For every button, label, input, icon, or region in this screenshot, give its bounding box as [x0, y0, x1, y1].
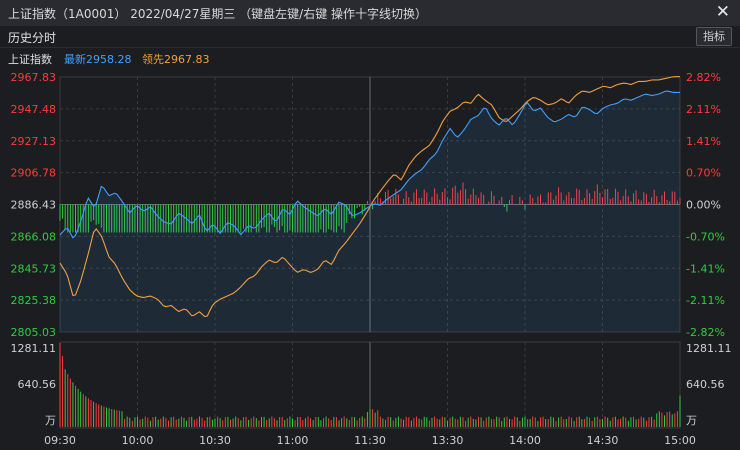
y-tick-right: -2.11% [686, 294, 725, 307]
toolbar: 历史分时 指标 [0, 26, 740, 48]
series-line-leading [59, 76, 680, 318]
volume-unit-left: 万 [45, 414, 56, 427]
x-tick-label: 15:00 [664, 434, 696, 447]
indicator-button[interactable]: 指标 [696, 27, 732, 46]
legend-latest: 最新2958.28 [64, 53, 132, 66]
y-tick-left: 2866.08 [11, 230, 57, 243]
y-tick-right: 0.00% [686, 199, 721, 212]
y-tick-left: 2967.83 [11, 71, 57, 84]
y-tick-right: 2.11% [686, 103, 721, 116]
y-tick-left: 2906.78 [11, 167, 57, 180]
legend-leading: 领先2967.83 [142, 53, 210, 66]
y-tick-left: 2947.48 [11, 103, 57, 116]
volume-tick-left: 640.56 [18, 378, 57, 391]
volume-tick-left: 1281.11 [11, 342, 57, 355]
y-tick-right: -0.70% [686, 230, 725, 243]
volume-tick-right: 640.56 [686, 378, 725, 391]
y-tick-left: 2805.03 [11, 326, 57, 339]
volume-unit-right: 万 [686, 414, 697, 427]
x-tick-label: 13:30 [432, 434, 464, 447]
x-tick-label: 14:30 [587, 434, 619, 447]
y-tick-left: 2825.38 [11, 294, 57, 307]
series-line-latest [59, 90, 680, 239]
y-tick-left: 2845.73 [11, 262, 57, 275]
x-tick-label: 14:00 [509, 434, 541, 447]
volume-tick-right: 1281.11 [686, 342, 732, 355]
y-tick-right: 1.41% [686, 135, 721, 148]
x-tick-label: 09:30 [44, 434, 76, 447]
x-tick-label: 11:30 [354, 434, 386, 447]
window-title: 上证指数（1A0001） 2022/04/27星期三 （键盘左键/右键 操作十字… [8, 7, 428, 21]
y-tick-right: 2.82% [686, 71, 721, 84]
y-tick-left: 2927.13 [11, 135, 57, 148]
close-icon[interactable]: ✕ [715, 2, 730, 22]
y-tick-right: -1.41% [686, 262, 725, 275]
y-tick-right: -2.82% [686, 326, 725, 339]
x-tick-label: 10:30 [199, 434, 231, 447]
legend-name: 上证指数 [8, 53, 52, 66]
y-tick-left: 2886.43 [11, 199, 57, 212]
title-bar: 上证指数（1A0001） 2022/04/27星期三 （键盘左键/右键 操作十字… [0, 0, 740, 26]
x-tick-label: 11:00 [277, 434, 309, 447]
tab-history-timeshare[interactable]: 历史分时 [8, 31, 57, 45]
x-tick-label: 10:00 [122, 434, 154, 447]
y-tick-right: 0.70% [686, 167, 721, 180]
price-area [60, 91, 680, 332]
